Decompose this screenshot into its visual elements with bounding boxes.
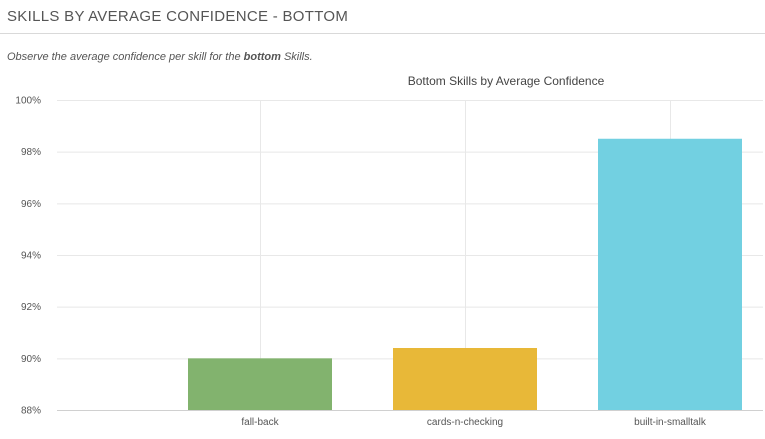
- y-tick-label: 100%: [15, 96, 41, 107]
- bar-built-in-smalltalk[interactable]: [598, 138, 742, 410]
- y-tick-label: 88%: [21, 406, 41, 417]
- x-axis-ticks: fall-back cards-n-checking built-in-smallt…: [241, 417, 706, 428]
- y-tick-label: 90%: [21, 354, 41, 365]
- description-prefix: Observe the average confidence per skill…: [7, 51, 244, 63]
- chart-title: Bottom Skills by Average Confidence: [408, 74, 605, 88]
- y-axis-ticks: 88% 90% 92% 94% 96% 98% 100%: [15, 96, 41, 417]
- description-bold: bottom: [243, 51, 281, 63]
- x-tick-label: fall-back: [241, 417, 279, 428]
- bar-cards-n-checking[interactable]: [393, 348, 537, 410]
- bar-fall-back[interactable]: [188, 358, 332, 410]
- y-tick-label: 92%: [21, 302, 41, 313]
- panel-description: Observe the average confidence per skill…: [7, 51, 313, 63]
- x-tick-label: cards-n-checking: [427, 417, 503, 428]
- description-suffix: Skills.: [280, 51, 313, 63]
- y-tick-label: 94%: [21, 251, 41, 262]
- y-tick-label: 98%: [21, 147, 41, 158]
- bars: [188, 138, 742, 410]
- y-tick-label: 96%: [21, 199, 41, 210]
- panel-title: SKILLS BY AVERAGE CONFIDENCE - BOTTOM: [7, 8, 349, 25]
- panel-header: SKILLS BY AVERAGE CONFIDENCE - BOTTOM: [0, 0, 765, 34]
- x-tick-label: built-in-smalltalk: [634, 417, 707, 428]
